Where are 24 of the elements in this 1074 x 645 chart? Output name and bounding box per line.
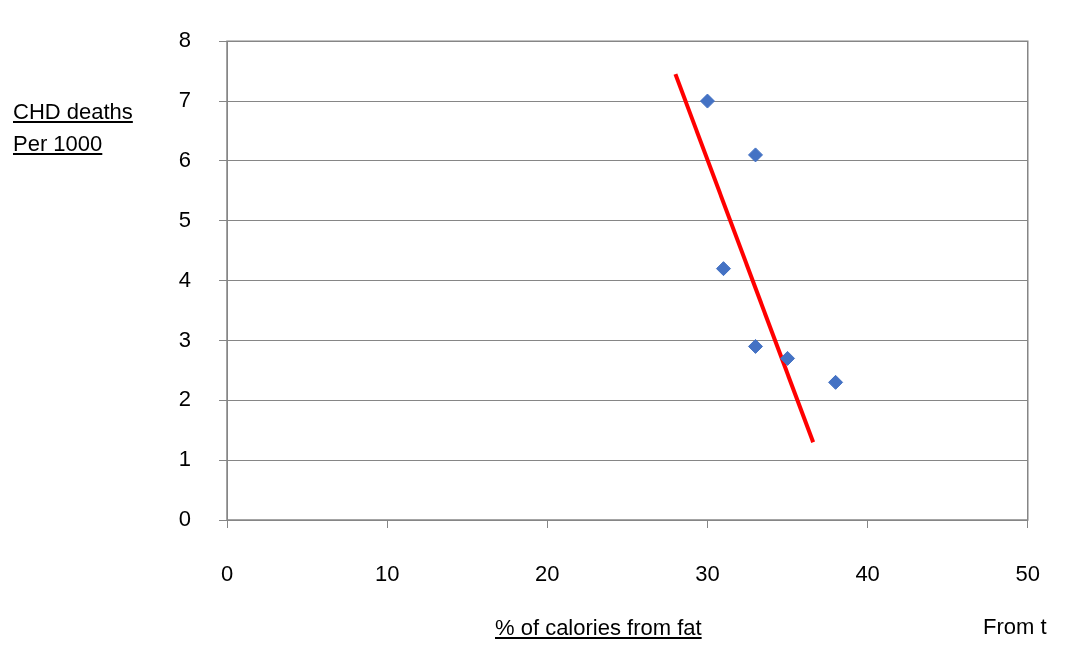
text: From t <box>983 614 1047 640</box>
y-tick-label: 4 <box>178 266 191 292</box>
point <box>780 350 796 366</box>
x-tick-label: 30 <box>695 561 720 587</box>
point <box>748 147 764 163</box>
y-tick-label: 2 <box>178 386 191 412</box>
y-tick-label: 7 <box>178 87 191 113</box>
point <box>699 93 715 109</box>
x-tick-label: 0 <box>220 561 234 587</box>
y-tick-label: 8 <box>178 27 191 53</box>
x-tick-label: 10 <box>374 561 400 587</box>
x-tick-label: 40 <box>855 561 880 587</box>
x-tick-label: 20 <box>535 561 560 587</box>
y-tick-label: 3 <box>178 326 191 352</box>
point <box>828 374 844 390</box>
y-tick-label: 5 <box>178 206 191 232</box>
y-tick-label: 1 <box>178 446 191 472</box>
y-tick-label: 6 <box>178 146 191 172</box>
point <box>715 261 731 277</box>
x-axis-title: % of calories from fat <box>495 614 702 642</box>
point <box>748 338 764 354</box>
y-axis-title: CHD deaths Per 1000 <box>13 98 133 158</box>
x-tick-label: 50 <box>1015 561 1041 587</box>
y-tick-label: 0 <box>178 506 191 532</box>
